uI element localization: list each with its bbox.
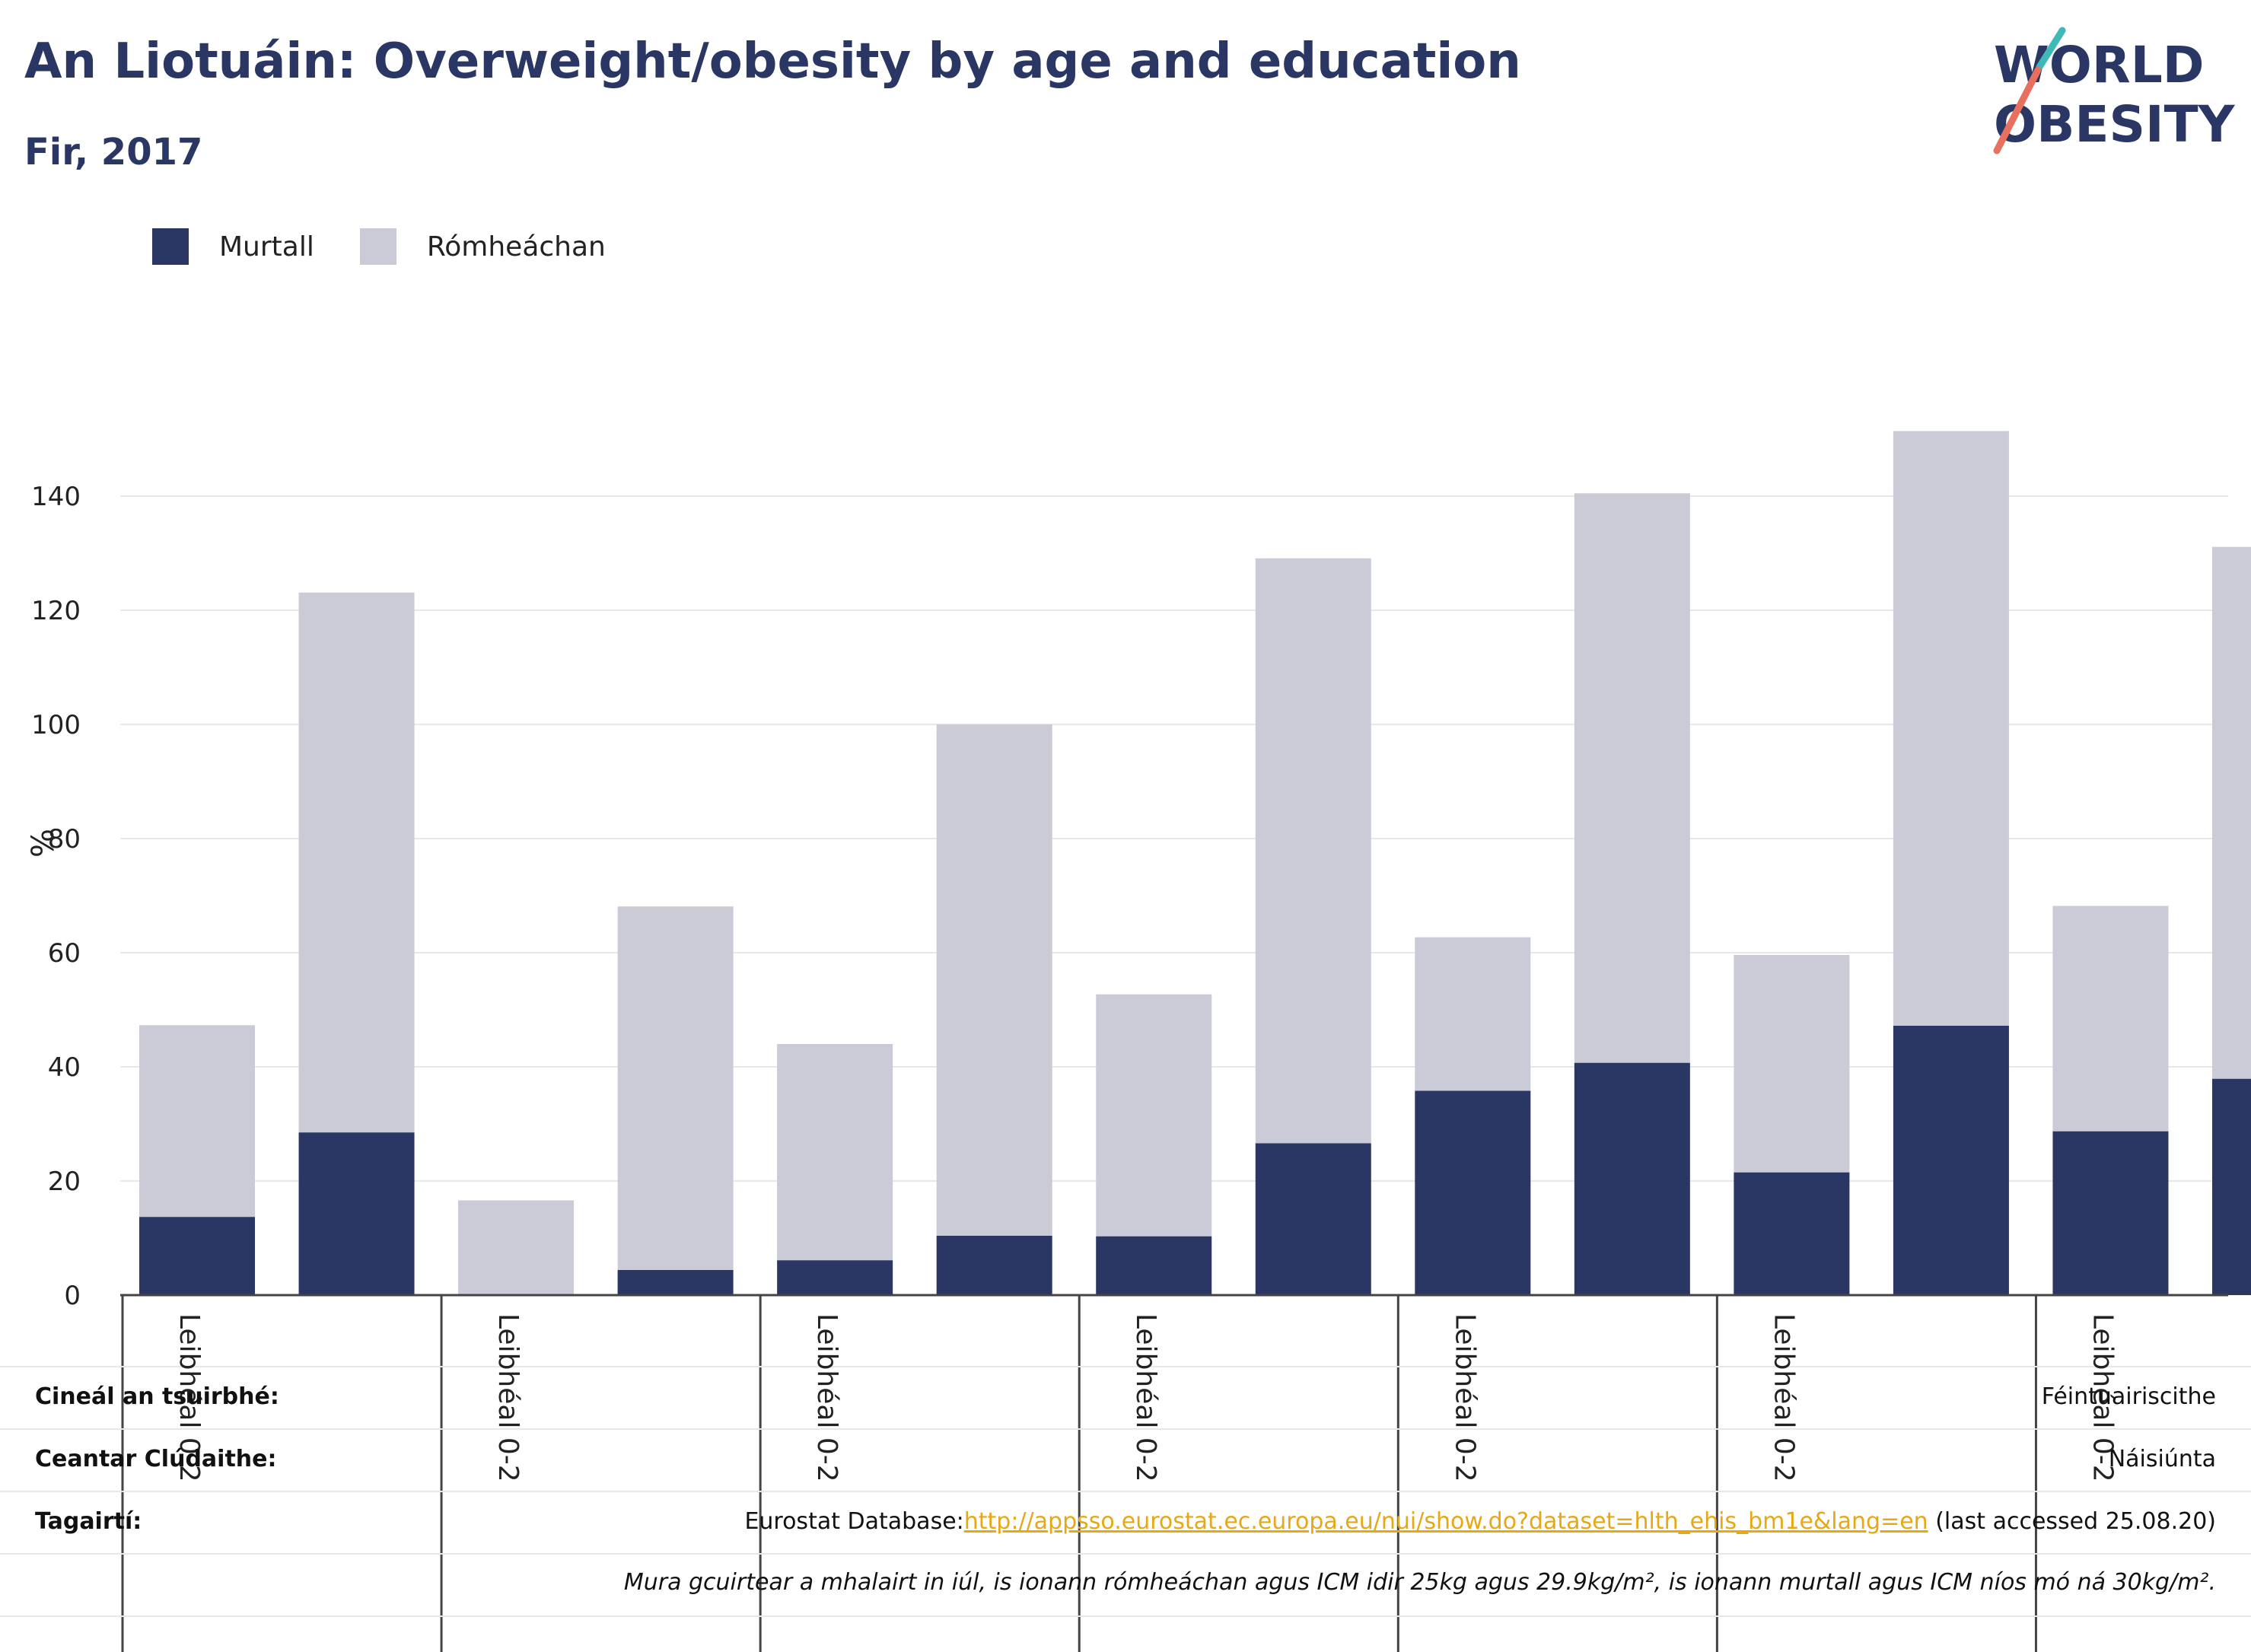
coverage-value: Náisiúnta (2108, 1446, 2216, 1472)
bar-obese (936, 1236, 1052, 1295)
bar-obese (139, 1217, 255, 1295)
definition-note: Mura gcuirtear a mhalairt in iúl, is ion… (623, 1569, 2216, 1596)
bar-overweight (2052, 906, 2169, 1132)
reference-prefix: Eurostat Database: (744, 1508, 964, 1535)
bar-obese (1574, 1062, 1690, 1295)
chart-legend: Murtall Rómheáchan (152, 227, 651, 266)
x-group-label: Leibhéal 0-2 (174, 1313, 205, 1482)
bar-overweight (458, 1200, 575, 1295)
bar-overweight (1255, 558, 1371, 1144)
bar-overweight (777, 1044, 893, 1261)
survey-type-label: Cineál an tsuirbhé: (35, 1383, 279, 1410)
reference-value: Eurostat Database:http://appsso.eurostat… (744, 1508, 2216, 1535)
x-group-label: Leibhéal 0-2 (492, 1313, 524, 1482)
bar-overweight (139, 1025, 255, 1218)
bar-overweight (298, 592, 415, 1133)
references-row: Tagairtí: Eurostat Database:http://appss… (0, 1491, 2251, 1554)
y-tick-label: 60 (48, 938, 81, 969)
survey-type-value: Féintuairiscithe (2041, 1383, 2216, 1410)
y-tick-label: 20 (48, 1167, 81, 1197)
bar-obese (2052, 1131, 2169, 1295)
bar-overweight (936, 724, 1052, 1236)
bar-overweight (1734, 955, 1850, 1173)
y-tick-label: 120 (31, 596, 81, 626)
bar-obese (1893, 1026, 2009, 1295)
x-group-label: Leibhéal 0-2 (1768, 1313, 1799, 1482)
survey-type-row: Cineál an tsuirbhé: Féintuairiscithe (0, 1367, 2251, 1429)
legend-swatch-obese (152, 228, 189, 265)
y-tick-label: 0 (64, 1281, 81, 1311)
reference-link[interactable]: http://appsso.eurostat.ec.europa.eu/nui/… (963, 1508, 1928, 1535)
bar-overweight (1574, 493, 1690, 1063)
chart-title: An Liotuáin: Overweight/obesity by age a… (24, 33, 1521, 90)
bar-obese (298, 1132, 415, 1295)
bar-obese (1096, 1236, 1212, 1295)
y-axis-label: % (26, 829, 61, 858)
x-group-label: Leibhéal 0-2 (811, 1313, 842, 1482)
coverage-row: Ceantar Clúdaithe: Náisiúnta (0, 1429, 2251, 1491)
y-tick-label: 100 (31, 710, 81, 740)
y-tick-label: 140 (31, 482, 81, 512)
x-group-label: Leibhéal 0-2 (1130, 1313, 1161, 1482)
references-label: Tagairtí: (35, 1508, 142, 1535)
y-tick-label: 80 (48, 824, 81, 855)
world-obesity-logo: WORLD OBESITY (1993, 27, 2236, 154)
x-group-label: Leibhéal 0-2 (1449, 1313, 1480, 1482)
bar-overweight (1893, 431, 2009, 1026)
legend-swatch-overweight (359, 228, 396, 265)
reference-suffix: (last accessed 25.08.20) (1928, 1508, 2216, 1535)
bar-overweight (2212, 546, 2251, 1079)
bar-overweight (1096, 994, 1212, 1237)
bar-obese (2212, 1078, 2251, 1295)
y-tick-label: 40 (48, 1052, 81, 1083)
legend-label-obese: Murtall (219, 231, 314, 263)
bar-overweight (617, 906, 734, 1270)
bar-obese (1734, 1172, 1850, 1295)
bar-obese (777, 1260, 893, 1295)
bar-obese (1415, 1090, 1531, 1295)
bar-obese (1255, 1143, 1371, 1295)
svg-text:OBESITY: OBESITY (1994, 95, 2236, 154)
bar-overweight (1415, 937, 1531, 1091)
coverage-label: Ceantar Clúdaithe: (35, 1446, 277, 1472)
chart-subtitle: Fir, 2017 (24, 131, 203, 173)
legend-label-overweight: Rómheáchan (426, 231, 606, 263)
legend-item-obese: Murtall (152, 228, 314, 265)
bar-obese (617, 1270, 734, 1295)
legend-item-overweight: Rómheáchan (359, 228, 606, 265)
x-group-label: Leibhéal 0-2 (2087, 1313, 2118, 1482)
